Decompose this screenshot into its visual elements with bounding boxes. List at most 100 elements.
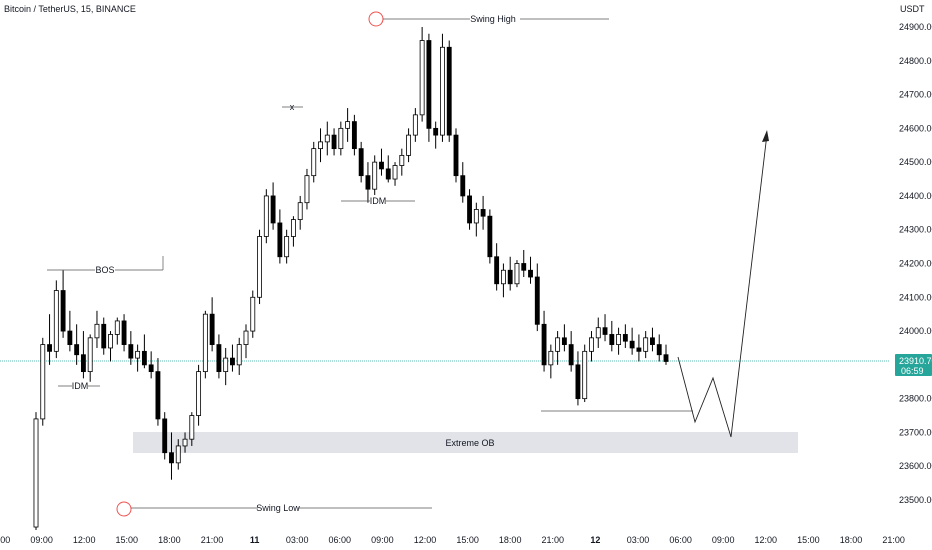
- candle-bull: [40, 344, 46, 420]
- price-tick-label: 23600.00: [899, 461, 932, 471]
- price-tick-label: 24800.00: [899, 56, 932, 66]
- idm-2-label-bg: [370, 195, 386, 207]
- price-tick-label: 24500.00: [899, 157, 932, 167]
- candle-bear: [331, 134, 337, 150]
- candle-bear: [155, 371, 161, 420]
- candle-bull: [236, 344, 242, 366]
- candle-bull: [189, 415, 195, 440]
- candle-bull: [53, 290, 59, 352]
- chart-title: Bitcoin / TetherUS, 15, BINANCE: [4, 4, 136, 14]
- candle-bull: [311, 148, 317, 177]
- candle-bull: [284, 236, 290, 258]
- projection-arrowhead: [762, 130, 769, 142]
- idm-1-label: IDM: [72, 381, 89, 391]
- time-tick-label: 06:00: [669, 535, 692, 545]
- candle-bear: [230, 357, 235, 366]
- candle-bear: [650, 337, 655, 345]
- candle-bull: [196, 371, 202, 416]
- candle-bear: [446, 46, 452, 136]
- candle-bull: [135, 350, 141, 359]
- x-mark-label: x: [290, 102, 295, 112]
- candle-bear: [216, 344, 222, 373]
- candle-bull: [406, 134, 412, 156]
- last-price-value: 23910.70: [899, 356, 932, 366]
- candle-bull: [257, 236, 262, 298]
- swing-high-circle: [368, 11, 384, 27]
- candle-bear: [487, 215, 493, 258]
- candle-bull: [589, 337, 594, 352]
- candle-bull: [263, 195, 269, 237]
- candle-bear: [602, 327, 608, 335]
- time-tick-label: 21:00: [542, 535, 565, 545]
- time-tick-label: 15:00: [797, 535, 820, 545]
- price-axis-currency: USDT: [900, 4, 925, 14]
- price-axis[interactable]: 24900.00 24800.00 24700.00 24600.00 24500.00…: [899, 22, 932, 505]
- swing-low-circle: [116, 501, 132, 517]
- candle-bull: [440, 46, 445, 136]
- bos-label-bg: [95, 264, 115, 276]
- price-tick-label: 24400.00: [899, 191, 932, 201]
- swing-low-label: Swing Low: [256, 503, 300, 513]
- candle-bear: [622, 334, 628, 342]
- candle-bear: [575, 364, 581, 400]
- time-tick-label: 06:00: [329, 535, 352, 545]
- time-tick-label: 21:00: [201, 535, 224, 545]
- candle-bear: [460, 175, 466, 197]
- price-tick-label: 23700.00: [899, 427, 932, 437]
- price-tick-label: 24300.00: [899, 225, 932, 235]
- candle-bear: [169, 452, 174, 464]
- candle-bull: [616, 334, 622, 345]
- time-tick-label: 03:00: [627, 535, 650, 545]
- candle-bull: [94, 323, 100, 339]
- candle-bull: [643, 337, 649, 352]
- time-tick-label: 12:00: [73, 535, 96, 545]
- candle-bear: [467, 195, 472, 224]
- candle-bull: [290, 219, 296, 237]
- candle-bull: [87, 337, 93, 373]
- time-tick-label: 06:00: [0, 535, 10, 545]
- candle-bear: [141, 350, 147, 366]
- candle-bear: [74, 344, 80, 356]
- time-tick-label: 12:00: [414, 535, 437, 545]
- candle-bull: [548, 350, 554, 366]
- candle-bear: [433, 127, 439, 136]
- price-tick-label: 24900.00: [899, 22, 932, 32]
- candle-bear: [453, 134, 459, 177]
- candle-bear: [426, 40, 432, 129]
- time-tick-label: 11: [250, 535, 260, 545]
- candle-bear: [561, 337, 567, 345]
- candle-bear: [128, 344, 134, 359]
- projection-path: [677, 133, 768, 438]
- time-axis[interactable]: 06:00 09:00 12:00 15:00 18:00 21:00 11 03:00 06:…: [0, 535, 905, 545]
- time-tick-label: 09:00: [371, 535, 394, 545]
- price-tick-label: 23800.00: [899, 394, 932, 404]
- time-tick-label: 15:00: [116, 535, 139, 545]
- candle-bull: [345, 121, 351, 129]
- candle-bear: [636, 347, 642, 352]
- time-axis-bg: [0, 530, 932, 550]
- extreme-ob-label: Extreme OB: [445, 438, 494, 448]
- candle-bear: [270, 195, 276, 224]
- candle-bear: [101, 323, 107, 349]
- candle-bear: [541, 323, 547, 366]
- time-tick-label: 18:00: [499, 535, 522, 545]
- candle-bear: [385, 168, 391, 180]
- candle-bull: [372, 161, 378, 190]
- candle-bull: [108, 334, 113, 349]
- candle-bear: [351, 121, 357, 150]
- candle-bull: [338, 127, 344, 150]
- time-tick-label: 03:00: [286, 535, 309, 545]
- price-tick-label: 24100.00: [899, 292, 932, 302]
- price-axis-bg: [893, 0, 932, 530]
- time-tick-label: 18:00: [158, 535, 181, 545]
- candle-bear: [358, 148, 364, 177]
- price-tick-label: 24200.00: [899, 259, 932, 269]
- last-price-badge: [895, 354, 932, 376]
- idm-1-label-bg: [72, 380, 88, 392]
- candle-bear: [629, 340, 635, 349]
- time-tick-label: 12:00: [755, 535, 778, 545]
- time-tick-label: 18:00: [840, 535, 863, 545]
- candle-bear: [209, 313, 215, 345]
- price-tick-label: 24700.00: [899, 90, 932, 100]
